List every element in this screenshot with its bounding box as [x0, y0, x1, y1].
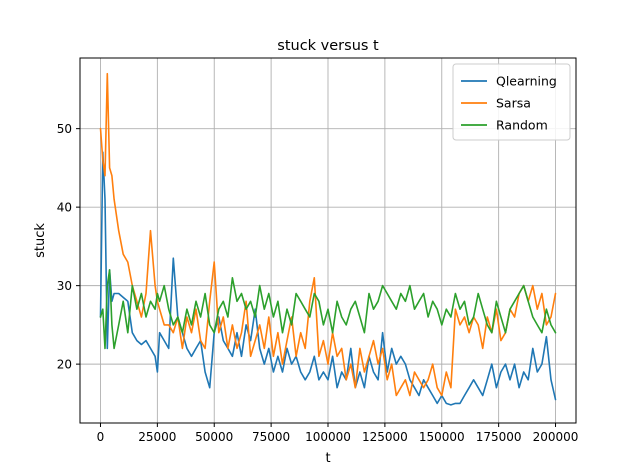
- grid: [80, 58, 576, 423]
- x-tick-label: 100000: [305, 430, 351, 444]
- x-axis-ticks: 0 25000 50000 75000 100000 125000 150000 175000…: [97, 423, 579, 444]
- x-tick-label: 175000: [476, 430, 522, 444]
- y-tick-label: 50: [57, 122, 72, 136]
- y-axis-ticks: 20 30 40 50: [57, 122, 80, 372]
- y-axis-label: stuck: [33, 223, 48, 258]
- x-axis-label: t: [325, 451, 330, 466]
- y-tick-label: 40: [57, 201, 72, 215]
- series-line-qlearning: [99, 151, 557, 406]
- legend-label: Qlearning: [496, 74, 557, 89]
- chart-title: stuck versus t: [277, 38, 379, 54]
- legend-label: Sarsa: [496, 96, 531, 111]
- series-lines: [99, 72, 557, 406]
- x-tick-label: 125000: [362, 430, 408, 444]
- x-tick-label: 0: [97, 430, 105, 444]
- x-tick-label: 150000: [419, 430, 465, 444]
- y-tick-label: 30: [57, 279, 72, 293]
- legend-label: Random: [496, 118, 548, 133]
- x-tick-label: 75000: [252, 430, 290, 444]
- x-tick-label: 25000: [138, 430, 176, 444]
- x-tick-label: 50000: [195, 430, 233, 444]
- series-line-random: [99, 269, 557, 350]
- x-tick-label: 200000: [533, 430, 579, 444]
- series-line-sarsa: [99, 72, 557, 397]
- legend: Qlearning Sarsa Random: [452, 63, 571, 141]
- y-tick-label: 20: [57, 358, 72, 372]
- legend-box: [452, 63, 571, 141]
